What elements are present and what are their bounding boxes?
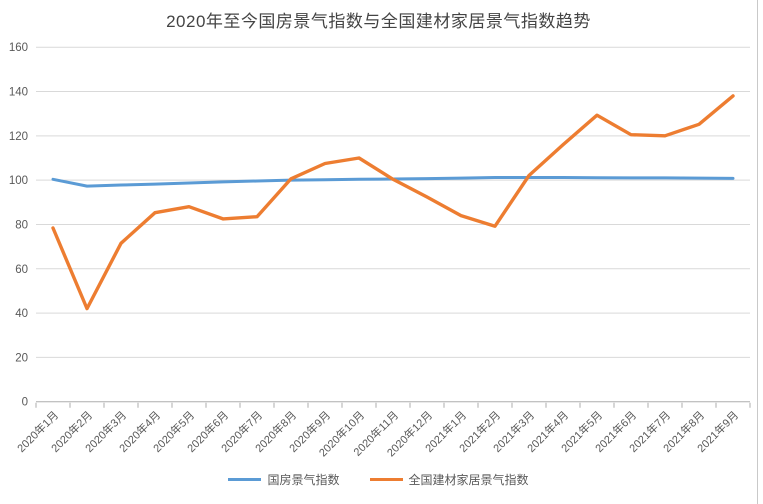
legend-line-sample-orange xyxy=(369,478,403,481)
y-axis-tick-label: 120 xyxy=(9,131,28,143)
y-axis-tick-label: 40 xyxy=(15,308,28,320)
legend-label-building-materials-index: 全国建材家居景气指数 xyxy=(408,473,529,487)
legend-item-building-materials-index: 全国建材家居景气指数 xyxy=(369,471,529,488)
series-line-building-materials-index xyxy=(51,94,735,311)
chart-legend: 国房景气指数 全国建材家居景气指数 xyxy=(0,471,757,488)
legend-line-sample-blue xyxy=(228,478,262,481)
chart-title: 2020年至今国房景气指数与全国建材家居景气指数趋势 xyxy=(166,12,591,31)
y-axis-tick-label: 100 xyxy=(9,175,28,187)
y-axis-tick-label: 140 xyxy=(9,87,28,99)
legend-label-housing-index: 国房景气指数 xyxy=(267,473,340,487)
chart-right-border-line xyxy=(757,0,758,504)
y-axis-tick-label: 160 xyxy=(9,42,28,54)
y-axis-tick-label: 60 xyxy=(15,264,28,276)
y-axis-tick-label: 80 xyxy=(15,219,28,231)
legend-item-housing-index: 国房景气指数 xyxy=(228,471,340,488)
y-axis-tick-label: 20 xyxy=(15,352,28,364)
y-axis-tick-label: 0 xyxy=(22,397,28,409)
